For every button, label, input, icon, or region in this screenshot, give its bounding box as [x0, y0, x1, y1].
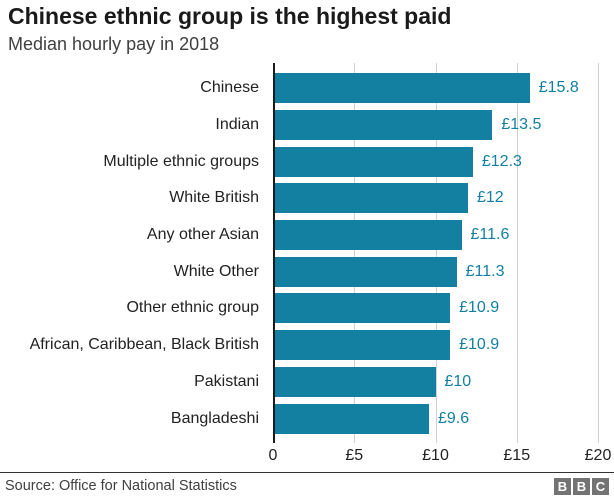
x-axis-tick-label: £10: [422, 447, 449, 464]
bar-track: £15.8: [273, 70, 598, 107]
bar-track: £10.9: [273, 290, 598, 327]
bar: [275, 146, 473, 177]
bar-row: Pakistani £10: [0, 364, 598, 401]
bar-value-label: £10.9: [459, 299, 500, 317]
bar: [275, 293, 451, 324]
bar-row: Any other Asian £11.6: [0, 217, 598, 254]
bar-rows: Chinese £15.8 Indian £13.5 Multiple ethnic g…: [0, 70, 598, 437]
bar-track: £10.9: [273, 327, 598, 364]
bar-category-label: Any other Asian: [146, 226, 259, 244]
footer: Source: Office for National Statistics B…: [0, 472, 614, 499]
bar-track: £11.6: [273, 217, 598, 254]
bar-track: £10: [273, 364, 598, 401]
x-axis-tick-label: £20: [584, 447, 612, 464]
bar: [275, 110, 493, 141]
plot-area: [273, 63, 599, 443]
bar: [275, 366, 436, 397]
bar-value-label: £11.6: [470, 226, 510, 244]
bar-row: White British £12: [0, 180, 598, 217]
bar-row: Chinese £15.8: [0, 70, 598, 107]
chart-subtitle: Median hourly pay in 2018: [8, 34, 220, 54]
bar-track: £12.3: [273, 143, 598, 180]
bar-category-label: Bangladeshi: [170, 409, 259, 427]
source-text: Source: Office for National Statistics: [5, 478, 237, 494]
bar-track: £11.3: [273, 253, 598, 290]
bbc-logo-block: B: [573, 477, 590, 495]
bar-category-label: Other ethnic group: [126, 299, 259, 317]
bar-value-label: £15.8: [538, 79, 579, 97]
bar-row: White Other £11.3: [0, 253, 598, 290]
bar-category-label: Chinese: [200, 79, 259, 97]
bar-row: African, Caribbean, Black British £10.9: [0, 327, 598, 364]
bar: [275, 256, 457, 287]
gridline: [435, 63, 437, 443]
bar-row: Indian £13.5: [0, 107, 598, 144]
gridline: [598, 63, 599, 443]
bar-value-label: £12: [477, 189, 504, 207]
chart-title: Chinese ethnic group is the highest paid: [8, 3, 452, 29]
bar: [275, 220, 462, 251]
bar: [275, 403, 429, 434]
bar: [275, 330, 451, 361]
zero-axis-line: [273, 63, 275, 443]
bar-value-label: £10: [444, 372, 472, 390]
bbc-logo-block: B: [554, 477, 571, 495]
gridline: [354, 63, 356, 443]
bbc-logo-block: C: [592, 477, 609, 495]
bar-category-label: White Other: [173, 262, 259, 280]
bar-category-label: Indian: [215, 116, 259, 134]
x-axis-tick-label: 0: [268, 447, 278, 464]
bar-category-label: African, Caribbean, Black British: [29, 336, 259, 354]
bar-value-label: £10.9: [459, 336, 500, 354]
bar-category-label: Multiple ethnic groups: [103, 152, 259, 170]
x-axis-tick-label: £5: [345, 447, 364, 464]
bar-row: Bangladeshi £9.6: [0, 400, 598, 437]
x-axis: 0 £5 £10 £15 £20: [269, 447, 612, 467]
bar-track: £9.6: [273, 400, 598, 437]
bar-value-label: £11.3: [465, 262, 505, 280]
bar-track: £13.5: [273, 107, 598, 144]
bar-category-label: Pakistani: [194, 372, 259, 390]
bar: [275, 183, 468, 214]
bar-value-label: £13.5: [501, 116, 542, 134]
bar-value-label: £9.6: [438, 409, 470, 427]
bar: [275, 73, 530, 104]
gridline: [516, 63, 518, 443]
bar-row: Multiple ethnic groups £12.3: [0, 143, 598, 180]
bar-track: £12: [273, 180, 598, 217]
bar-value-label: £12.3: [481, 152, 522, 170]
bar-category-label: White British: [169, 189, 259, 207]
bar-row: Other ethnic group £10.9: [0, 290, 598, 327]
x-axis-tick-label: £15: [503, 447, 531, 464]
